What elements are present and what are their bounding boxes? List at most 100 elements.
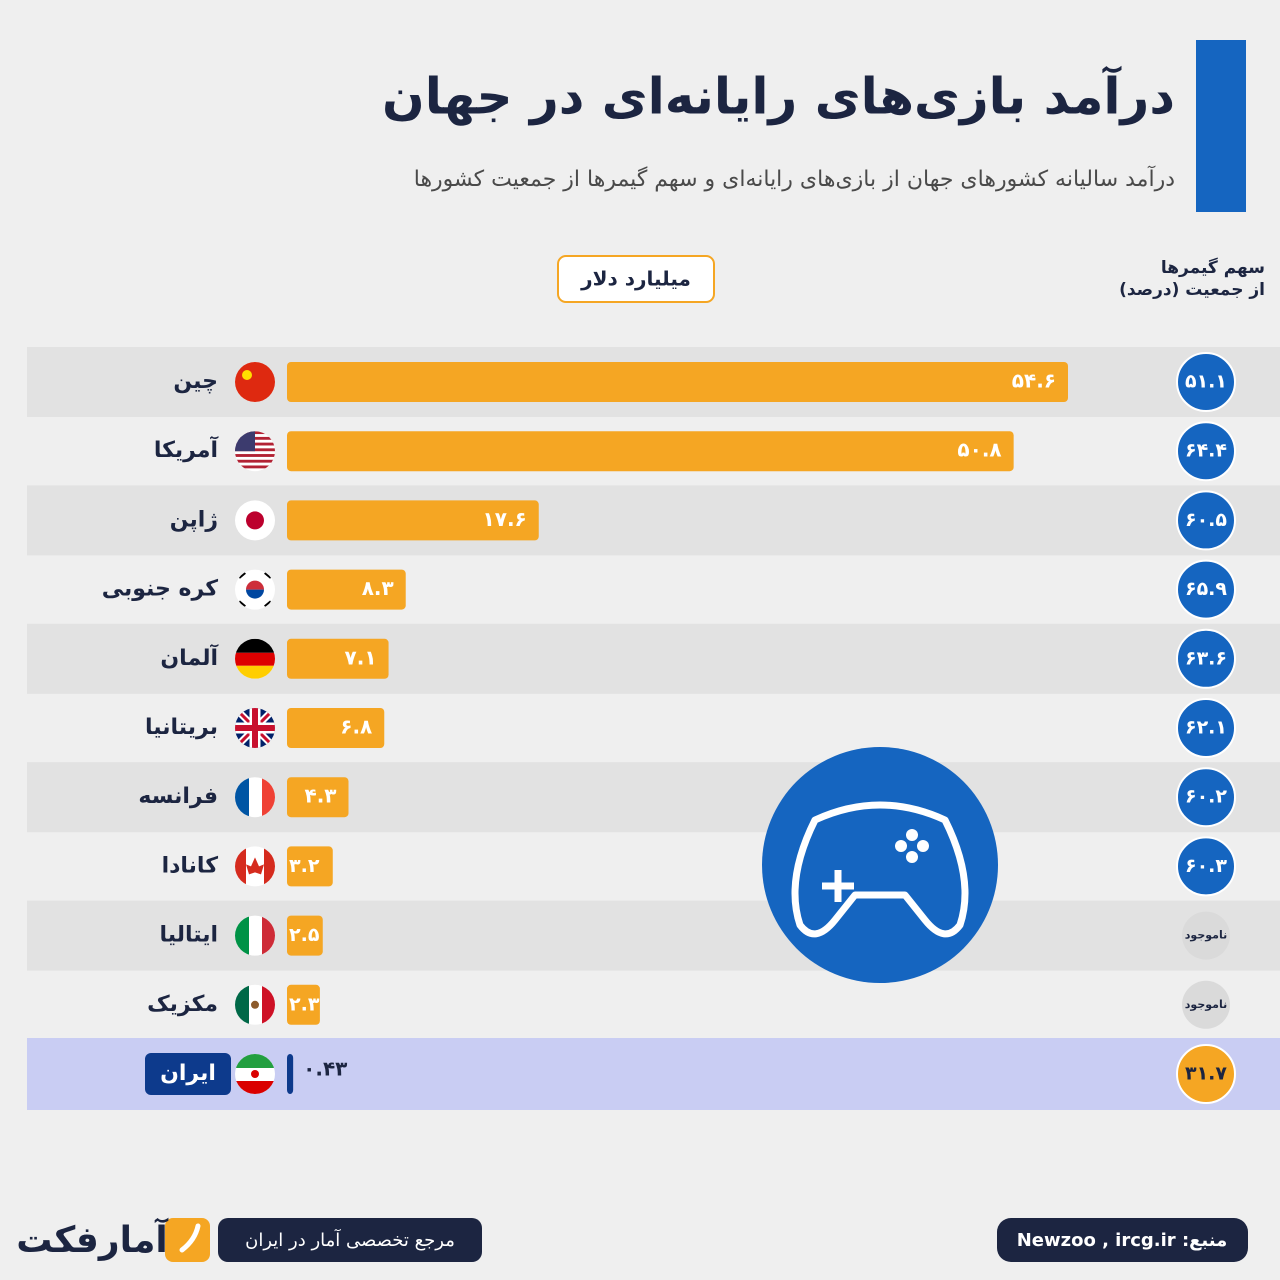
flag (235, 846, 275, 887)
share-label: ۶۳.۶ (1185, 647, 1227, 669)
flag-inner (235, 777, 275, 818)
unit-label: میلیارد دلار (580, 267, 691, 291)
logo: آمارفکت (16, 1217, 169, 1261)
value-label: ۷.۱ (345, 645, 377, 669)
value-label: ۶.۸ (340, 715, 372, 739)
bar (287, 708, 385, 748)
value-label: ۲.۵ (289, 924, 320, 946)
share-label: ۳۱.۷ (1185, 1063, 1227, 1085)
flag (235, 777, 275, 818)
flag-stripe (235, 459, 275, 463)
share-circle (1176, 836, 1236, 897)
value-label: ۱۷.۶ (483, 507, 527, 531)
flag-dot (246, 511, 264, 530)
share-circle (1176, 490, 1236, 551)
flag-field (235, 362, 275, 402)
category-label: چین (173, 369, 218, 394)
category-label: بریتانیا (145, 715, 218, 740)
category-label: آلمان (160, 643, 218, 671)
highlight-pill (145, 1053, 231, 1095)
controller-icon (762, 747, 998, 983)
bar (287, 569, 406, 610)
share-label: ۶۰.۳ (1185, 855, 1227, 877)
bar (287, 984, 320, 1025)
flag-band (235, 984, 249, 1025)
share-circle (1176, 559, 1236, 620)
flag-yang (246, 589, 264, 599)
category-label: مکزیک (147, 992, 218, 1017)
bar (287, 638, 389, 679)
flag-inner (235, 638, 275, 679)
share-label: ۶۲.۱ (1185, 717, 1227, 739)
share-label: ۶۵.۹ (1185, 578, 1227, 600)
share-header: از جمعیت (درصد) (1119, 280, 1265, 300)
flag-cross (235, 708, 275, 748)
value-label: ۰.۴۳ (303, 1057, 347, 1081)
category-label: کانادا (162, 853, 219, 878)
bar (287, 1054, 294, 1094)
flag-band (235, 777, 249, 818)
rows: چین ۵۴.۶ ۵۱.۱ آمریکا ۵۰.۸ ۶۴.۴ ژاپن ۱۷.۶ ۶۰.۵ کره… (27, 347, 1280, 1110)
chart-title: درآمد بازی‌های رایانه‌ای در جهان (382, 66, 1175, 127)
share-label: ناموجود (1185, 998, 1227, 1011)
bar (287, 500, 539, 541)
flag-inner (235, 431, 275, 469)
flag-emblem (251, 1070, 259, 1078)
flag-band (235, 652, 275, 666)
flag-band (235, 1054, 275, 1068)
flag (235, 500, 275, 541)
flag-inner (235, 984, 275, 1025)
flag-band (262, 915, 275, 956)
flag (235, 915, 275, 956)
source: منبع: Newzoo , ircg.ir (1017, 1230, 1228, 1251)
category-label: کره جنوبی (102, 577, 218, 602)
tagline-pill (218, 1218, 482, 1262)
flag-band (235, 1081, 275, 1094)
value-label: ۴.۳ (304, 784, 336, 808)
title-accent (1196, 40, 1246, 212)
value-label: ۲.۳ (289, 993, 320, 1015)
logo-mark-stroke (179, 1223, 201, 1253)
flag-band (235, 665, 275, 679)
flag-band (235, 915, 249, 956)
flag (235, 431, 275, 472)
flag (235, 1054, 275, 1094)
share-circle (1176, 767, 1236, 828)
share-label: ناموجود (1185, 929, 1227, 942)
flag (235, 569, 275, 610)
flag-inner (235, 846, 275, 887)
bar (287, 362, 1068, 402)
share-label: ۶۰.۵ (1185, 509, 1227, 531)
category-label: ایتالیا (159, 923, 218, 948)
share-label: ۶۴.۴ (1185, 440, 1227, 462)
flag-inner (235, 1054, 275, 1094)
flag-inner (235, 708, 275, 748)
flag-stripe (235, 454, 275, 457)
share-header: سهم گیمرها (1161, 257, 1265, 278)
value-label: ۸.۳ (362, 576, 394, 600)
unit-box (557, 255, 715, 303)
share-label: ۵۱.۱ (1185, 371, 1227, 393)
flag-emblem (251, 1000, 259, 1009)
flag-inner (246, 511, 264, 530)
flag-inner (235, 362, 275, 402)
flag-inner (238, 571, 272, 608)
category-label: آمریکا (154, 435, 219, 463)
flag-band (264, 846, 275, 887)
flag-band (262, 777, 275, 818)
value-label: ۵۰.۸ (957, 438, 1001, 462)
flag-yin (246, 580, 264, 590)
share-circle (1176, 628, 1236, 689)
flag-inner (235, 915, 275, 956)
bar (287, 915, 323, 956)
category-label: فرانسه (138, 784, 218, 809)
flag (235, 708, 275, 748)
share-circle (1176, 698, 1236, 758)
share-circle (1182, 980, 1230, 1029)
bar (287, 846, 333, 887)
share-circle (1176, 352, 1236, 412)
flag (235, 362, 275, 402)
share-circle (1176, 1044, 1236, 1104)
value-label: ۵۴.۶ (1012, 369, 1056, 393)
